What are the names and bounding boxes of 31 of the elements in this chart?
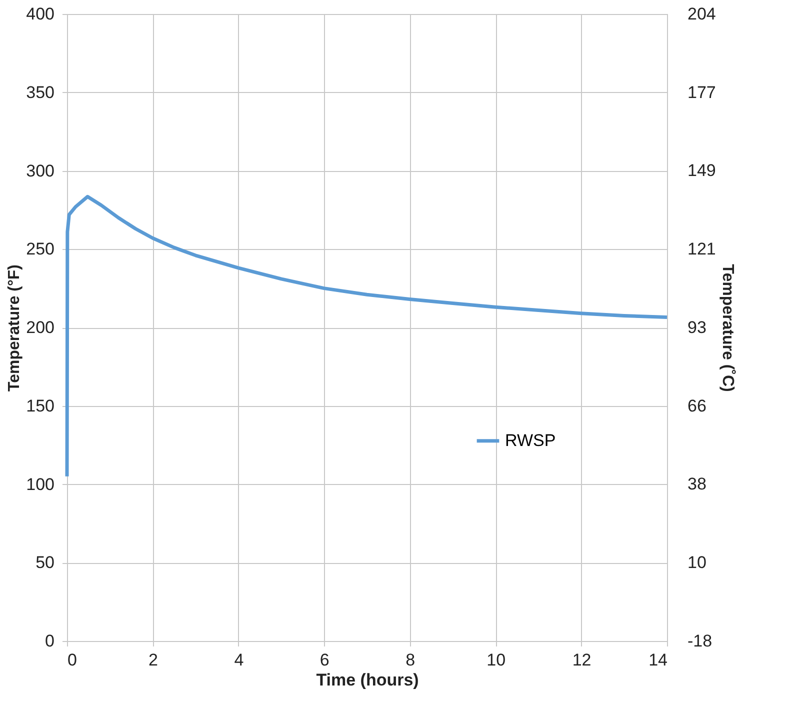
y-tick-label: 300 (26, 161, 54, 180)
y-tick-label: 250 (26, 240, 54, 259)
y2-tick-label: -18 (688, 632, 712, 650)
y-tick-label: 100 (26, 474, 54, 494)
x-tick-label: 14 (648, 650, 668, 670)
x-tick-label: 2 (148, 650, 158, 670)
x-tick-label: 8 (406, 650, 416, 670)
x-tick-label: 6 (320, 650, 330, 670)
x-tick-label: 12 (572, 650, 592, 670)
y2-tick-label: 66 (688, 396, 706, 416)
y-tick-label: 150 (26, 396, 54, 416)
y-axis-title: Temperature (°F) (6, 264, 24, 392)
x-axis-title: Time (hours) (316, 670, 419, 690)
x-tick-label: 0 (68, 650, 77, 670)
x-tick-label: 4 (234, 650, 244, 670)
line-series (65, 194, 669, 478)
y2-axis-title: Temperature (˚C) (718, 264, 736, 392)
y2-tick-label: 121 (688, 240, 716, 259)
y2-tick-label: 204 (688, 4, 716, 24)
x-tick-label: 10 (486, 650, 506, 670)
y2-tick-label: 93 (688, 318, 706, 337)
y2-tick-label: 149 (688, 161, 716, 180)
y-tick-label: 350 (26, 82, 54, 102)
y-tick-label: 50 (36, 553, 54, 572)
y-tick-label: 200 (26, 318, 54, 337)
y-tick-label: 0 (45, 632, 54, 650)
y2-tick-label: 38 (688, 474, 706, 494)
y2-tick-label: 10 (688, 553, 706, 572)
y-tick-label: 400 (26, 4, 54, 24)
legend-label: RWSP (505, 430, 556, 450)
y2-tick-label: 177 (688, 82, 716, 102)
